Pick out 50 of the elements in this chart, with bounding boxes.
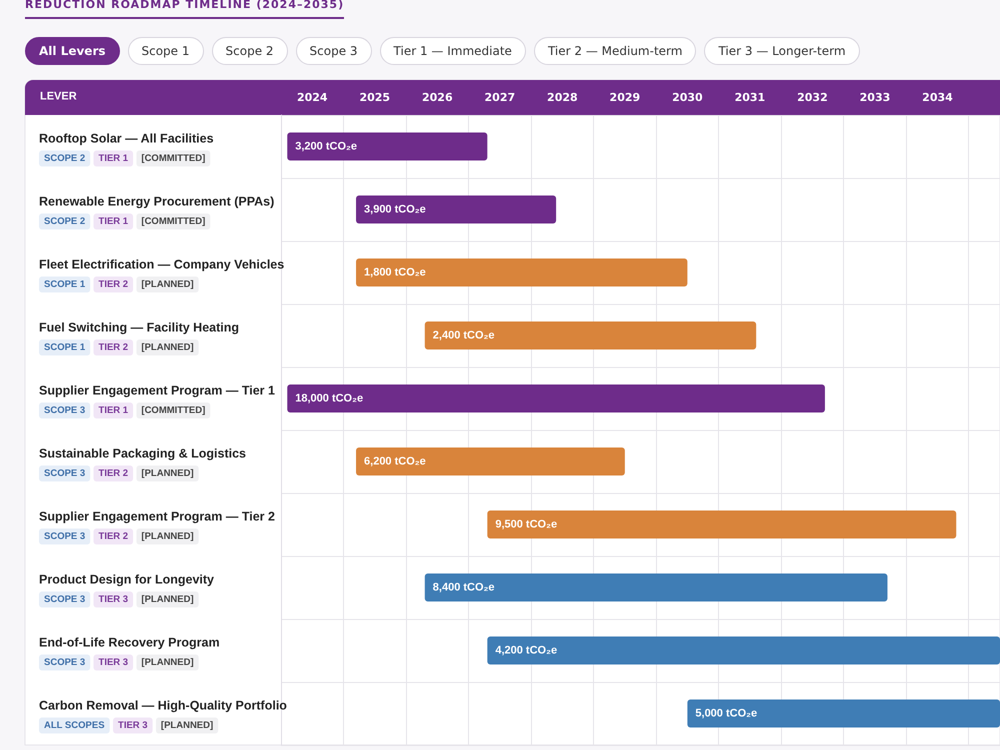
category-label: Supplier Engagement Program — Tier 2 SCOPE 3 TIER 2 [PLANNED] xyxy=(39,510,275,542)
annotation: 18,000 tCO₂e xyxy=(295,392,364,404)
category-label: End-of-Life Recovery Program SCOPE 3 TIER 3 [PLANNED] xyxy=(39,636,220,668)
bar xyxy=(487,636,1000,664)
annotation: 8,400 tCO₂e xyxy=(432,582,495,594)
annotation: 3,900 tCO₂e xyxy=(364,204,426,216)
x-tick-label: 2029 xyxy=(610,91,640,104)
x-tick-label: 2028 xyxy=(547,91,578,104)
category-label: Sustainable Packaging & Logistics SCOPE 3 TIER 2 [PLANNED] xyxy=(39,446,246,479)
x-tick-label: 2032 xyxy=(797,91,828,104)
bar xyxy=(287,384,825,412)
text: Scope 2 xyxy=(212,37,288,65)
bar xyxy=(687,700,1000,728)
text: Tier 1 — Immediate xyxy=(380,37,526,65)
category-label: Fleet Electrification — Company Vehicles SCOPE 1 TIER 2 [PLANNED] xyxy=(39,258,284,290)
bar xyxy=(487,510,956,538)
bar xyxy=(356,258,688,286)
annotation: 6,200 tCO₂e xyxy=(364,456,426,468)
bar xyxy=(356,448,625,476)
annotation: 3,200 tCO₂e xyxy=(295,140,358,152)
bar xyxy=(356,196,556,224)
bar xyxy=(424,574,888,602)
annotation: 4,200 tCO₂e xyxy=(495,644,558,656)
text: Tier 2 — Medium-term xyxy=(534,37,696,65)
x-tick-label: 2024 xyxy=(296,91,328,104)
category-label: Rooftop Solar — All Facilities SCOPE 2 TIER 1 [COMMITTED] xyxy=(39,132,214,164)
category-label: Product Design for Longevity SCOPE 3 TIER 3 [PLANNED] xyxy=(39,572,214,605)
x-tick-label: 2027 xyxy=(484,91,516,104)
annotation: 9,500 tCO₂e xyxy=(495,518,558,530)
x-tick-label: 2030 xyxy=(672,91,704,104)
x-tick-label: 2034 xyxy=(922,91,954,104)
bar xyxy=(424,322,756,350)
text: Scope 1 xyxy=(128,37,204,65)
annotation: 5,000 tCO₂e xyxy=(695,708,758,720)
x-tick-label: 2033 xyxy=(860,91,890,104)
category-label: Renewable Energy Procurement (PPAs) SCOPE 2 TIER 1 [COMMITTED] xyxy=(39,194,274,227)
text: All Levers xyxy=(25,37,120,65)
text: LEVER xyxy=(40,90,77,102)
x-tick-label: 2025 xyxy=(359,91,390,104)
x-tick-label: 2031 xyxy=(734,91,766,104)
x-tick-label: 2026 xyxy=(422,91,453,104)
category-label: Fuel Switching — Facility Heating SCOPE 1 TIER 2 [PLANNED] xyxy=(39,320,240,353)
bar xyxy=(287,132,488,160)
annotation: 1,800 tCO₂e xyxy=(364,266,426,278)
annotation: 2,400 tCO₂e xyxy=(432,330,495,342)
category-label: Supplier Engagement Program — Tier 1 SCOPE 3 TIER 1 [COMMITTED] xyxy=(39,384,275,416)
category-label: Carbon Removal — High-Quality Portfolio ALL SCOPES TIER 3 [PLANNED] xyxy=(39,698,287,731)
text: Tier 3 — Longer-term xyxy=(704,37,860,65)
text: Scope 3 xyxy=(296,37,372,65)
text: REDUCTION ROADMAP TIMELINE (2024–2035) xyxy=(25,0,344,19)
